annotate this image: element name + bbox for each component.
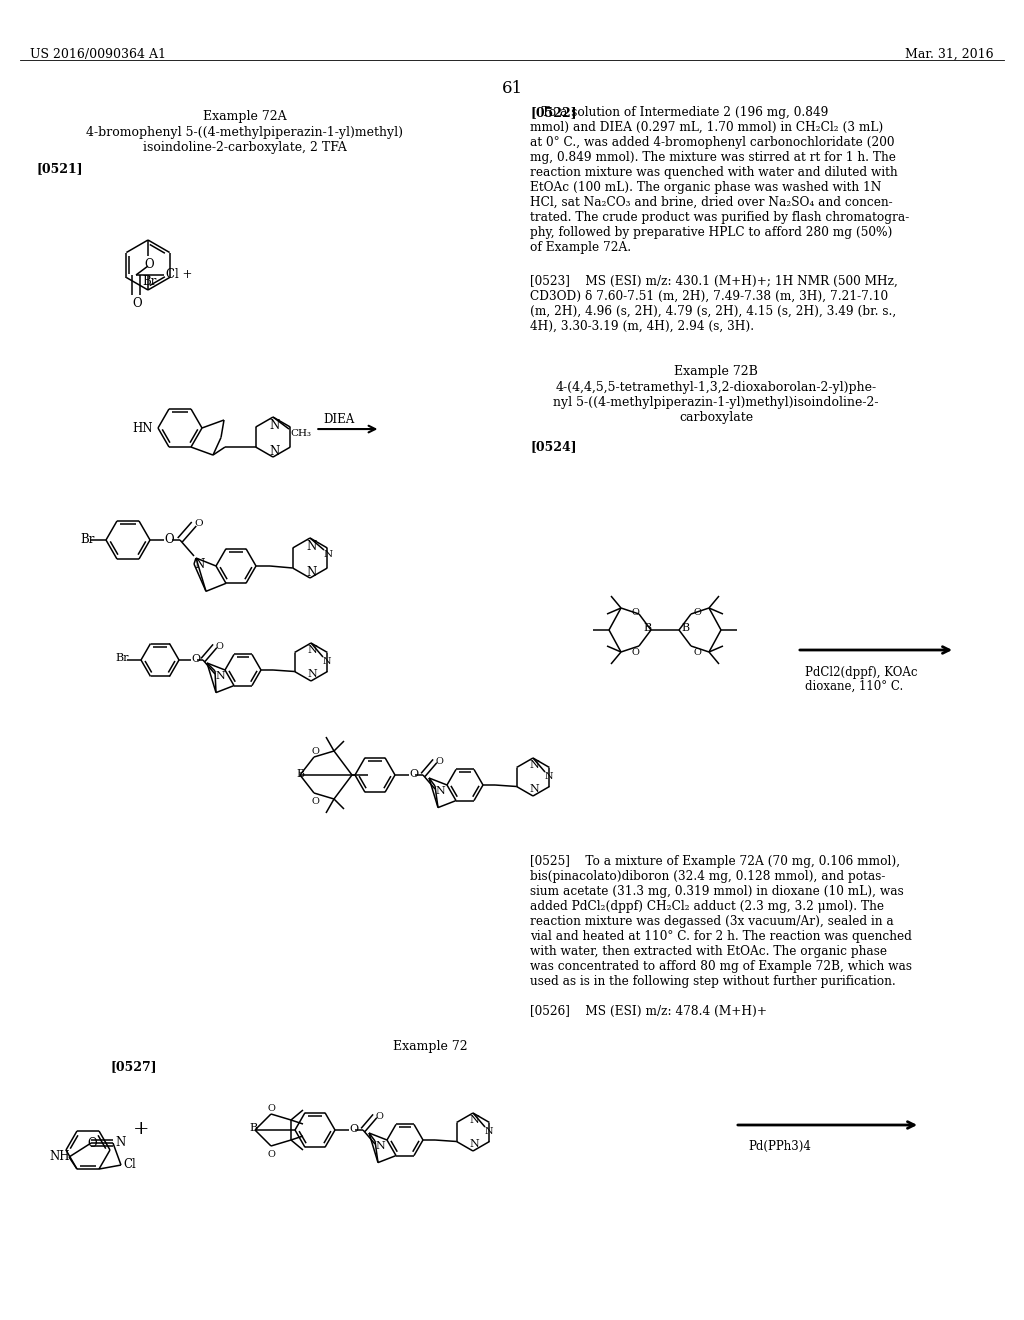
Text: O: O [312,797,319,807]
Text: O: O [435,756,442,766]
Text: [0525]    To a mixture of Example 72A (70 mg, 0.106 mmol),
bis(pinacolato)diboro: [0525] To a mixture of Example 72A (70 m… [530,855,912,987]
Text: 4-bromophenyl 5-((4-methylpiperazin-1-yl)methyl): 4-bromophenyl 5-((4-methylpiperazin-1-yl… [86,125,403,139]
Text: N: N [269,418,280,432]
Text: B: B [296,770,304,779]
Text: N: N [435,785,444,796]
Text: N: N [323,657,332,667]
Text: N: N [306,566,316,579]
Text: isoindoline-2-carboxylate, 2 TFA: isoindoline-2-carboxylate, 2 TFA [143,141,347,154]
Text: 61: 61 [502,81,522,96]
Text: N: N [485,1127,494,1137]
Text: Pd(PPh3)4: Pd(PPh3)4 [748,1140,811,1152]
Text: N: N [529,760,539,770]
Text: N: N [545,772,554,781]
Text: O: O [349,1125,358,1134]
Text: B: B [249,1123,257,1133]
Text: Cl +: Cl + [166,268,193,281]
Text: N: N [307,645,316,655]
Text: N: N [115,1137,125,1148]
Text: O: O [693,648,700,657]
Text: +: + [133,1119,150,1138]
Text: Cl: Cl [123,1158,136,1171]
Text: B: B [643,623,651,634]
Text: O: O [693,609,700,616]
Text: O: O [312,747,319,756]
Text: O: O [144,257,154,271]
Text: O: O [191,653,200,664]
Text: O: O [375,1111,383,1121]
Text: [0522]: [0522] [530,106,577,119]
Text: Example 72: Example 72 [392,1040,467,1053]
Text: O: O [215,642,223,651]
Text: [0523]    MS (ESI) m/z: 430.1 (M+H)+; 1H NMR (500 MHz,
CD3OD) δ 7.60-7.51 (m, 2H: [0523] MS (ESI) m/z: 430.1 (M+H)+; 1H NM… [530,275,898,333]
Text: Example 72A: Example 72A [203,110,287,123]
Text: N: N [306,540,316,553]
Text: CH₃: CH₃ [290,429,311,438]
Text: 4-(4,4,5,5-tetramethyl-1,3,2-dioxaborolan-2-yl)phe-: 4-(4,4,5,5-tetramethyl-1,3,2-dioxaborola… [555,381,877,393]
Text: [0526]    MS (ESI) m/z: 478.4 (M+H)+: [0526] MS (ESI) m/z: 478.4 (M+H)+ [530,1005,767,1018]
Text: N: N [215,671,224,681]
Text: Mar. 31, 2016: Mar. 31, 2016 [905,48,994,61]
Text: O: O [87,1137,96,1150]
Text: Br: Br [80,533,94,546]
Text: Example 72B: Example 72B [674,366,758,378]
Text: N: N [469,1115,479,1125]
Text: Br: Br [115,653,128,663]
Text: DIEA: DIEA [324,413,354,426]
Text: US 2016/0090364 A1: US 2016/0090364 A1 [30,48,166,61]
Text: O: O [194,519,203,528]
Text: N: N [324,550,333,558]
Text: O: O [631,609,639,616]
Text: O: O [631,648,639,657]
Text: PdCl2(dppf), KOAc: PdCl2(dppf), KOAc [805,667,918,678]
Text: O: O [164,533,174,546]
Text: N: N [375,1140,385,1151]
Text: O: O [267,1104,274,1113]
Text: [0521]: [0521] [36,162,83,176]
Text: carboxylate: carboxylate [679,411,753,424]
Text: [0524]: [0524] [530,440,577,453]
Text: Br: Br [142,275,157,288]
Text: O: O [267,1150,274,1159]
Text: dioxane, 110° C.: dioxane, 110° C. [805,680,903,693]
Text: O: O [132,297,141,310]
Text: N: N [307,669,316,678]
Text: N: N [269,445,280,458]
Text: NH: NH [49,1150,70,1163]
Text: B: B [681,623,689,634]
Text: HN: HN [132,422,153,436]
Text: To a solution of Intermediate 2 (196 mg, 0.849
mmol) and DIEA (0.297 mL, 1.70 mm: To a solution of Intermediate 2 (196 mg,… [530,106,909,253]
Text: [0527]: [0527] [110,1060,157,1073]
Text: N: N [194,558,204,572]
Text: N: N [529,784,539,795]
Text: N: N [469,1139,479,1148]
Text: O: O [409,770,418,779]
Text: nyl 5-((4-methylpiperazin-1-yl)methyl)isoindoline-2-: nyl 5-((4-methylpiperazin-1-yl)methyl)is… [553,396,879,409]
